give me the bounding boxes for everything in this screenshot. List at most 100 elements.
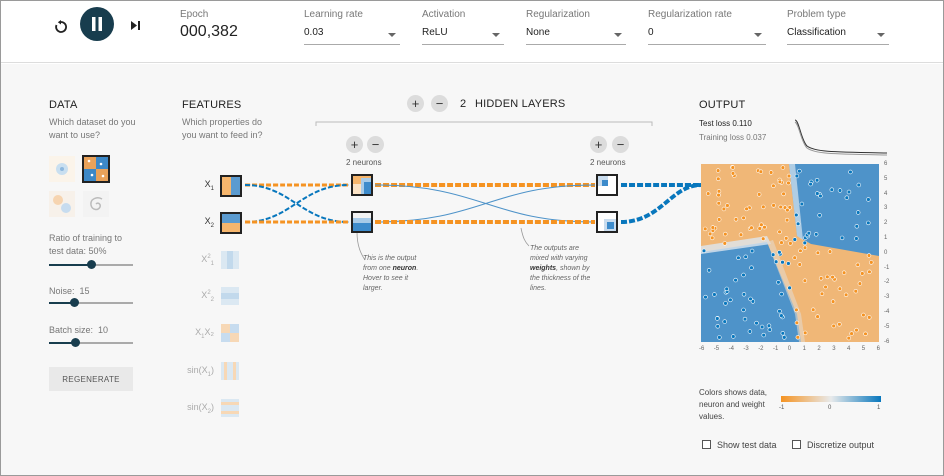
data-point [733, 277, 738, 283]
chevron-down-icon [754, 33, 762, 37]
regularization-select[interactable]: None [526, 27, 626, 45]
ratio-slider-knob[interactable] [87, 260, 96, 269]
remove-layer-button[interactable]: − [431, 95, 448, 112]
x-tick-label: 1 [802, 346, 806, 352]
dataset-xor[interactable] [82, 155, 110, 183]
noise-value: 15 [79, 286, 90, 296]
data-point [723, 301, 728, 306]
step-button[interactable] [127, 17, 143, 33]
training-loss-label: Training loss [699, 133, 745, 142]
data-point [723, 231, 728, 237]
problem-type-select[interactable]: Classification [787, 27, 889, 45]
layer2-remove-neuron-button[interactable]: − [612, 136, 629, 153]
noise-slider-knob[interactable] [70, 298, 80, 307]
data-point [787, 205, 793, 210]
feature-label-sub: 1 [207, 371, 211, 378]
layer1-add-neuron-button[interactable]: + [346, 136, 363, 153]
boundary-blur-1 [789, 164, 803, 240]
feature-input-1[interactable] [220, 212, 242, 234]
layer2-neuron-count: 2 neurons [590, 158, 626, 167]
data-point [819, 291, 825, 297]
features-title: FEATURES [182, 99, 242, 111]
feature-input-6[interactable] [221, 399, 239, 417]
feature-input-3[interactable] [221, 287, 239, 305]
data-point [754, 320, 759, 326]
feature-label: X21 [184, 254, 214, 267]
y-tick-label: 3 [884, 205, 888, 212]
regularization-rate-value: 0 [648, 27, 654, 38]
reset-button[interactable] [51, 17, 71, 37]
data-point [779, 291, 784, 297]
feature-thumbnail [221, 251, 239, 269]
x-tick-label: -3 [743, 346, 749, 352]
show-test-data-checkbox[interactable] [702, 440, 711, 449]
show-test-data-label[interactable]: Show test data [717, 440, 777, 450]
data-point [716, 192, 721, 198]
ratio-value: 50% [88, 246, 107, 256]
discretize-output-label[interactable]: Discretize output [807, 440, 875, 450]
feature-label-base: X [201, 290, 208, 300]
training-loss-value: 0.037 [746, 133, 767, 142]
dataset-gaussian[interactable] [49, 191, 75, 217]
neuron-l1-2[interactable] [351, 211, 373, 233]
feature-label: sin(X1) [184, 365, 214, 378]
pause-button[interactable] [80, 7, 114, 41]
feature-input-5[interactable] [221, 362, 239, 380]
data-point [792, 255, 797, 260]
dataset-spiral[interactable] [83, 191, 109, 217]
data-point [846, 335, 852, 341]
dataset-circle[interactable] [49, 156, 75, 182]
y-tick-label: -3 [884, 294, 890, 301]
edge-x2-n1 [244, 184, 350, 223]
training-loss-curve [794, 121, 888, 156]
data-point [703, 294, 708, 300]
test-loss: Test loss 0.110 [699, 119, 752, 128]
y-tick-label: -1 [884, 264, 890, 271]
data-point [867, 315, 872, 320]
data-point [747, 329, 753, 334]
data-point [707, 231, 713, 237]
data-point [856, 210, 861, 215]
neuron-l1-1[interactable] [351, 174, 373, 196]
feature-input-4[interactable] [221, 324, 239, 342]
neuron-l1-1-heatmap [353, 176, 371, 194]
activation-select[interactable]: ReLU [422, 27, 504, 45]
data-point [780, 331, 786, 336]
data-point [749, 225, 754, 230]
x-tick-label: 4 [847, 346, 851, 352]
data-point [797, 262, 802, 267]
data-point [853, 288, 859, 294]
data-point [777, 309, 782, 314]
data-point [815, 314, 820, 319]
noise-label: Noise: 15 [49, 285, 90, 298]
neuron-l1-2-heatmap [353, 213, 371, 231]
data-point [831, 323, 836, 329]
data-point [861, 312, 866, 318]
note-pointer-weights [520, 227, 530, 247]
regularization-rate-select[interactable]: 0 [648, 27, 766, 45]
data-point [855, 262, 861, 268]
data-point [758, 169, 764, 174]
learning-rate-select[interactable]: 0.03 [304, 27, 400, 45]
layer1-remove-neuron-button[interactable]: − [367, 136, 384, 153]
data-point [794, 173, 800, 179]
data-point [744, 206, 749, 212]
regenerate-button[interactable]: REGENERATE [49, 367, 133, 391]
add-layer-button[interactable]: + [407, 95, 424, 112]
feature-thumbnail [222, 177, 240, 195]
neuron-l2-1[interactable] [596, 174, 618, 196]
x-tick-label: -2 [758, 346, 764, 352]
data-point [843, 292, 849, 298]
layer2-add-neuron-button[interactable]: + [590, 136, 607, 153]
batch-slider-knob[interactable] [71, 338, 81, 347]
test-loss-curve [794, 119, 888, 154]
batch-text: Batch size: [49, 325, 94, 335]
data-point [841, 270, 847, 275]
noise-text: Noise: [49, 286, 75, 296]
feature-label-base: X [195, 327, 202, 337]
feature-input-0[interactable] [220, 175, 242, 197]
neuron-l2-2[interactable] [596, 211, 618, 233]
discretize-output-checkbox[interactable] [792, 440, 801, 449]
feature-input-2[interactable] [221, 251, 239, 269]
boundary-blur-2 [701, 236, 771, 254]
